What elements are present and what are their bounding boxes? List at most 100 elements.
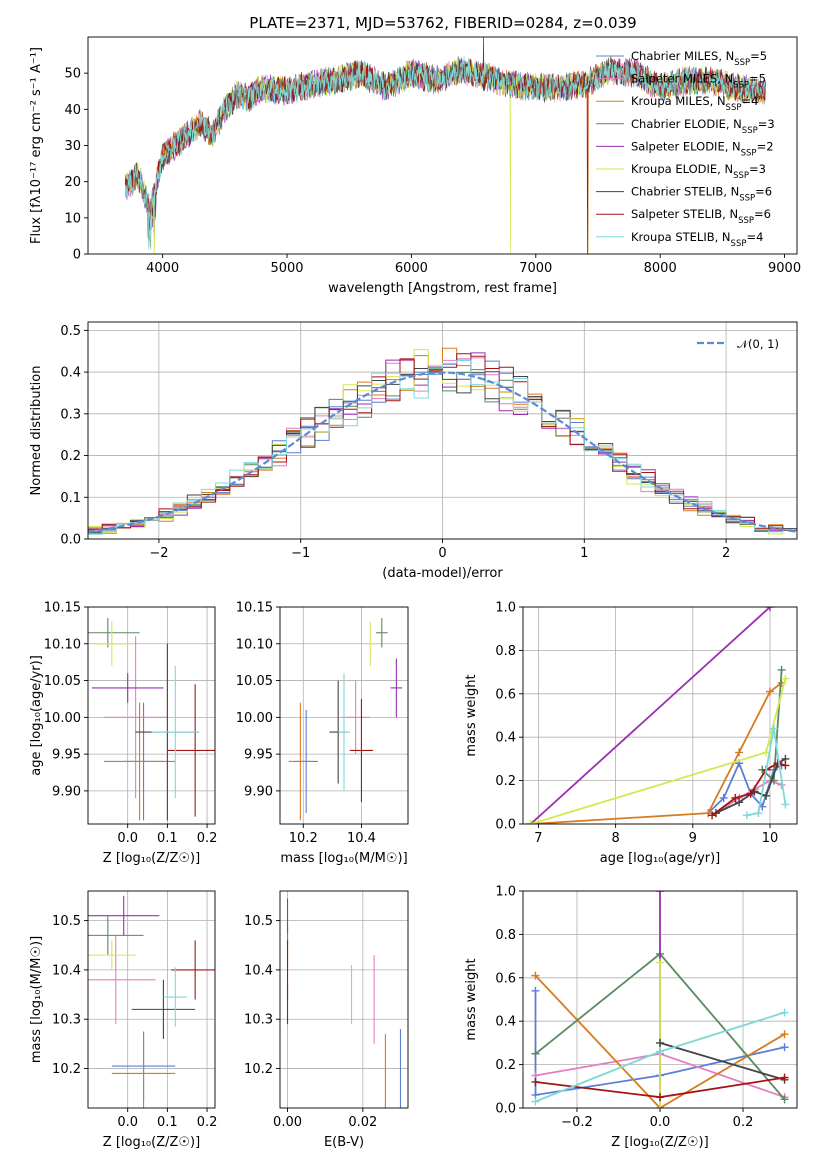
y-tick-label: 0.1 [60,491,81,506]
x-tick-label: 0.0 [117,831,138,846]
y-tick-label: 10.4 [52,963,81,978]
legend-entry: Chabrier MILES, NSSP=5 [631,49,767,68]
x-tick-label: 0.0 [650,1115,671,1130]
chart-title: PLATE=2371, MJD=53762, FIBERID=0284, z=0… [249,14,636,32]
y-tick-label: 0.6 [495,971,516,986]
ticks: 7 8 9 10 0.0 0.2 0.4 0.6 0.8 1.0 [495,601,778,847]
errorbar-kroupa-miles [111,1034,176,1108]
plot-area [124,37,767,254]
marker [531,1097,540,1106]
y-axis-label: Normed distribution [29,366,44,496]
axes-frame [279,606,409,825]
age-vs-metallicity-panel: 0.0 0.1 0.2 9.90 9.95 10.00 10.05 10.10 10.15 Z [… [29,601,218,867]
marker [656,1093,664,1102]
x-tick-label: 0.02 [348,1115,377,1130]
marker [742,811,751,820]
y-tick-label: 9.90 [52,784,81,799]
marker [769,724,778,733]
marker [777,665,786,674]
marker [531,1049,540,1058]
weight-line-salpeter-stelib [531,1073,789,1102]
x-axis-label: Z [log₁₀(Z/Z☉)] [103,1135,200,1150]
ticks: 4000 5000 6000 7000 8000 9000 0 10 20 30 40 50 [64,67,801,276]
marker [708,811,717,820]
ticks: −0.2 0.0 0.2 0.0 0.2 0.4 0.6 0.8 1.0 [495,885,753,1131]
legend-entry: Salpeter MILES, NSSP=5 [631,72,766,91]
errorbar-salpeter-elodie [91,673,164,703]
legend: Chabrier MILES, NSSP=5 Salpeter MILES, NS… [596,49,775,249]
spectrum-line-kroupa-stelib [124,55,767,251]
x-tick-label: 0.1 [157,1115,178,1130]
y-tick-label: 30 [64,139,81,154]
y-axis-label: mass [log₁₀(M/M☉)] [29,936,44,1063]
x-axis-label: age [log₁₀(age/yr)] [600,851,721,866]
y-tick-label: 1.0 [495,885,516,900]
marker [781,761,790,770]
y-tick-label: 0.4 [60,366,81,381]
errorbar-kroupa-stelib [338,673,350,791]
y-tick-label: 10.15 [236,601,273,616]
x-tick-label: 10.2 [289,831,318,846]
errorbar-salpeter-stelib [171,940,215,1000]
errorbar-kroupa-elodie [91,621,132,666]
legend-entry: Chabrier STELIB, NSSP=6 [631,185,772,204]
x-tick-label: 0.2 [197,831,218,846]
legend-entry: Salpeter STELIB, NSSP=6 [631,207,771,226]
y-tick-label: 10.3 [244,1013,273,1028]
marker [735,748,744,757]
errorbar-kroupa-stelib [151,665,200,799]
y-tick-label: 10.4 [244,963,273,978]
marker [656,1038,664,1047]
legend-entry: Salpeter ELODIE, NSSP=2 [631,139,774,158]
ticks: 0.00 0.02 10.2 10.3 10.4 10.5 [244,914,377,1130]
x-axis-label: Z [log₁₀(Z/Z☉)] [103,851,200,866]
x-axis-label: wavelength [Angstrom, rest frame] [328,281,557,296]
errorbar-salpeter-elodie [390,658,403,718]
gridlines [88,891,215,1108]
mass-weight-vs-age-panel: 7 8 9 10 0.0 0.2 0.4 0.6 0.8 1.0 age [log₁₀(age/yr… [464,601,798,866]
y-tick-label: 9.95 [52,748,81,763]
gridlines [88,606,215,824]
x-tick-label: 4000 [146,261,179,276]
marker [735,798,744,807]
ticks: 10.2 10.4 9.90 9.95 10.00 10.05 10.10 10.15 [236,601,376,847]
marker [656,958,664,967]
mass-vs-extinction-panel: 0.00 0.02 10.2 10.3 10.4 10.5 E(B-V) [244,890,409,1150]
x-tick-label: 9 [689,831,697,846]
spectrum-panel: 4000 5000 6000 7000 8000 9000 0 10 20 30 40 50 wavel… [29,36,801,296]
marker [780,1073,789,1082]
marker [531,971,540,980]
errorbar-salpeter-elodie [88,895,160,936]
y-tick-label: 0.4 [495,731,516,746]
errorbar-kroupa-stelib [163,967,188,1027]
legend-entry: Kroupa ELODIE, NSSP=3 [631,162,766,181]
weight-line-salpeter-elodie [526,607,774,824]
legend-entry: 𝒩(0, 1) [737,337,779,351]
y-tick-label: 50 [64,67,81,82]
y-tick-label: 10.5 [52,914,81,929]
y-tick-label: 0.8 [495,928,516,943]
x-tick-label: 8 [611,831,619,846]
y-tick-label: 1.0 [495,601,516,616]
y-tick-label: 0.0 [495,818,516,833]
gridlines [280,891,408,1108]
errorbar-chabrier-elodie [88,618,140,648]
marker [780,1043,789,1052]
marker [719,793,728,802]
y-tick-label: 0.8 [495,644,516,659]
errorbar-chabrier-elodie [376,618,388,648]
errorbar-salpeter-miles [341,680,371,755]
plot-area [88,347,797,539]
y-tick-label: 10.15 [44,601,81,616]
legend-entry: Kroupa MILES, NSSP=4 [631,94,758,113]
marker [780,1008,789,1017]
x-tick-label: 7000 [519,261,552,276]
y-tick-label: 0.4 [495,1015,516,1030]
weight-line-kroupa-elodie [526,674,790,824]
errorbar-kroupa-miles [288,702,312,821]
errorbar-salpeter-miles [103,636,168,799]
y-axis-label: mass weight [464,958,479,1040]
axes-frame [279,890,409,1109]
marker [780,1095,789,1104]
plot-area [88,895,215,1108]
